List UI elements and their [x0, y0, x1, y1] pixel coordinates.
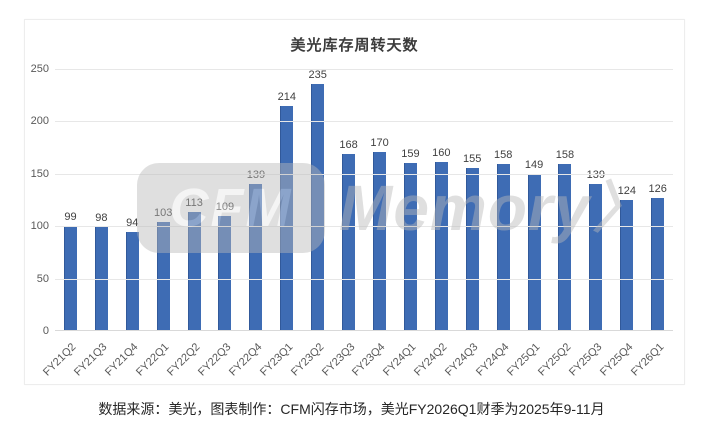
bar-column: 139	[580, 69, 611, 330]
bar-column: 126	[642, 69, 673, 330]
y-tick-label: 200	[30, 115, 49, 128]
x-tick-label: FY25Q4	[597, 341, 636, 379]
bar	[496, 164, 510, 330]
gridline	[55, 278, 673, 280]
bar	[373, 151, 387, 330]
y-tick-label: 150	[30, 167, 49, 180]
bar-value-label: 170	[370, 136, 389, 149]
bar	[342, 153, 356, 330]
bar	[651, 197, 665, 330]
bar-value-label: 168	[339, 138, 358, 151]
bar-value-label: 126	[648, 182, 667, 195]
chart-title: 美光库存周转天数	[290, 37, 419, 54]
bar-column: 103	[148, 69, 179, 330]
x-tick-label: FY22Q4	[226, 341, 265, 379]
bar-value-label: 139	[246, 169, 266, 182]
bar-value-label: 94	[126, 216, 139, 229]
bar-column: 124	[611, 69, 642, 330]
bar	[280, 105, 294, 330]
source-caption: 数据来源：美光，图表制作：CFM闪存市场，美光FY2026Q1财季为2025年9…	[98, 401, 605, 417]
bar	[156, 222, 170, 330]
bar-column: 139	[240, 69, 271, 330]
bar	[434, 162, 448, 330]
x-tick-label: FY21Q4	[103, 341, 141, 379]
y-tick-label: 250	[30, 63, 49, 75]
gridline	[55, 121, 673, 123]
bar-value-label: 214	[277, 90, 296, 103]
bar-column: 235	[302, 69, 333, 330]
bar-value-label: 159	[401, 148, 420, 161]
bar-column: 158	[550, 69, 581, 330]
bar-column: 113	[179, 69, 210, 330]
bar-column: 94	[117, 69, 148, 330]
x-tick-label: FY22Q1	[134, 341, 172, 379]
x-axis-labels: FY21Q2 FY21Q3 FY21Q4 FY22Q1 FY22Q2 FY22Q3 FY22…	[41, 337, 673, 387]
bar	[620, 200, 634, 330]
chart-card: 美光库存周转天数 99 98 94 103 113 109 139 214 235 168 170 1…	[24, 19, 685, 385]
x-tick-label: FY26Q1	[628, 341, 667, 379]
bar-column: 158	[488, 69, 519, 330]
bar	[589, 184, 603, 330]
x-tick-label: FY25Q3	[566, 341, 605, 379]
bar	[125, 231, 139, 330]
x-tick-label: FY22Q2	[165, 341, 203, 379]
bars-container: 99 98 94 103 113 109 139 214 235 168 170 159 160 155 1…	[55, 69, 673, 330]
bar-value-label: 155	[463, 152, 482, 165]
x-tick-label: FY21Q2	[41, 341, 79, 379]
y-tick-label: 50	[36, 272, 49, 285]
bar	[311, 84, 325, 330]
bar-value-label: 158	[493, 149, 513, 162]
bar-column: 109	[210, 69, 241, 330]
bar-value-label: 124	[617, 185, 636, 198]
gridline	[55, 226, 673, 228]
bar-value-label: 235	[308, 69, 327, 81]
bar-value-label: 109	[215, 200, 235, 213]
x-tick-label: FY24Q1	[381, 341, 419, 379]
bar	[249, 184, 263, 330]
bar-value-label: 113	[185, 196, 203, 209]
x-tick-label: FY25Q2	[535, 341, 574, 379]
x-tick-label: FY25Q1	[504, 341, 543, 379]
bar-value-label: 139	[586, 169, 606, 182]
bar-column: 159	[395, 69, 426, 330]
bar	[558, 164, 572, 330]
bar	[187, 211, 201, 330]
x-tick-label: FY22Q3	[195, 341, 234, 379]
bar-value-label: 99	[64, 211, 77, 224]
x-tick-label: FY24Q4	[474, 341, 512, 379]
x-tick-label: FY23Q4	[350, 341, 388, 379]
x-tick-label: FY23Q3	[319, 341, 358, 379]
bar	[527, 173, 541, 330]
x-tick-label: FY23Q1	[257, 341, 296, 379]
bar	[63, 226, 77, 330]
bar-column: 98	[86, 69, 117, 330]
bar-column: 149	[519, 69, 550, 330]
x-tick-label: FY24Q3	[443, 341, 481, 379]
x-tick-label: FY23Q2	[288, 341, 327, 379]
y-tick-label: 100	[30, 220, 49, 233]
bar	[403, 163, 417, 330]
bar-column: 170	[364, 69, 395, 330]
bar-value-label: 149	[524, 158, 544, 171]
bar-value-label: 158	[555, 149, 575, 162]
gridline	[55, 69, 673, 70]
y-tick-label: 0	[42, 325, 49, 337]
bar-value-label: 103	[153, 207, 173, 220]
bar-column: 168	[333, 69, 364, 330]
bar-column: 160	[426, 69, 457, 330]
gridline	[55, 173, 673, 175]
bar-value-label: 98	[95, 212, 108, 225]
x-tick-label: FY24Q2	[412, 341, 450, 379]
bar-value-label: 160	[432, 147, 451, 160]
bar-column: 214	[271, 69, 302, 330]
bar-column: 155	[457, 69, 488, 330]
bar	[218, 215, 232, 330]
x-tick-label: FY21Q3	[72, 341, 110, 379]
bar-column: 99	[55, 69, 86, 330]
bar	[465, 167, 479, 330]
plot-area: 99 98 94 103 113 109 139 214 235 168 170 159 160 155 1…	[31, 63, 673, 378]
